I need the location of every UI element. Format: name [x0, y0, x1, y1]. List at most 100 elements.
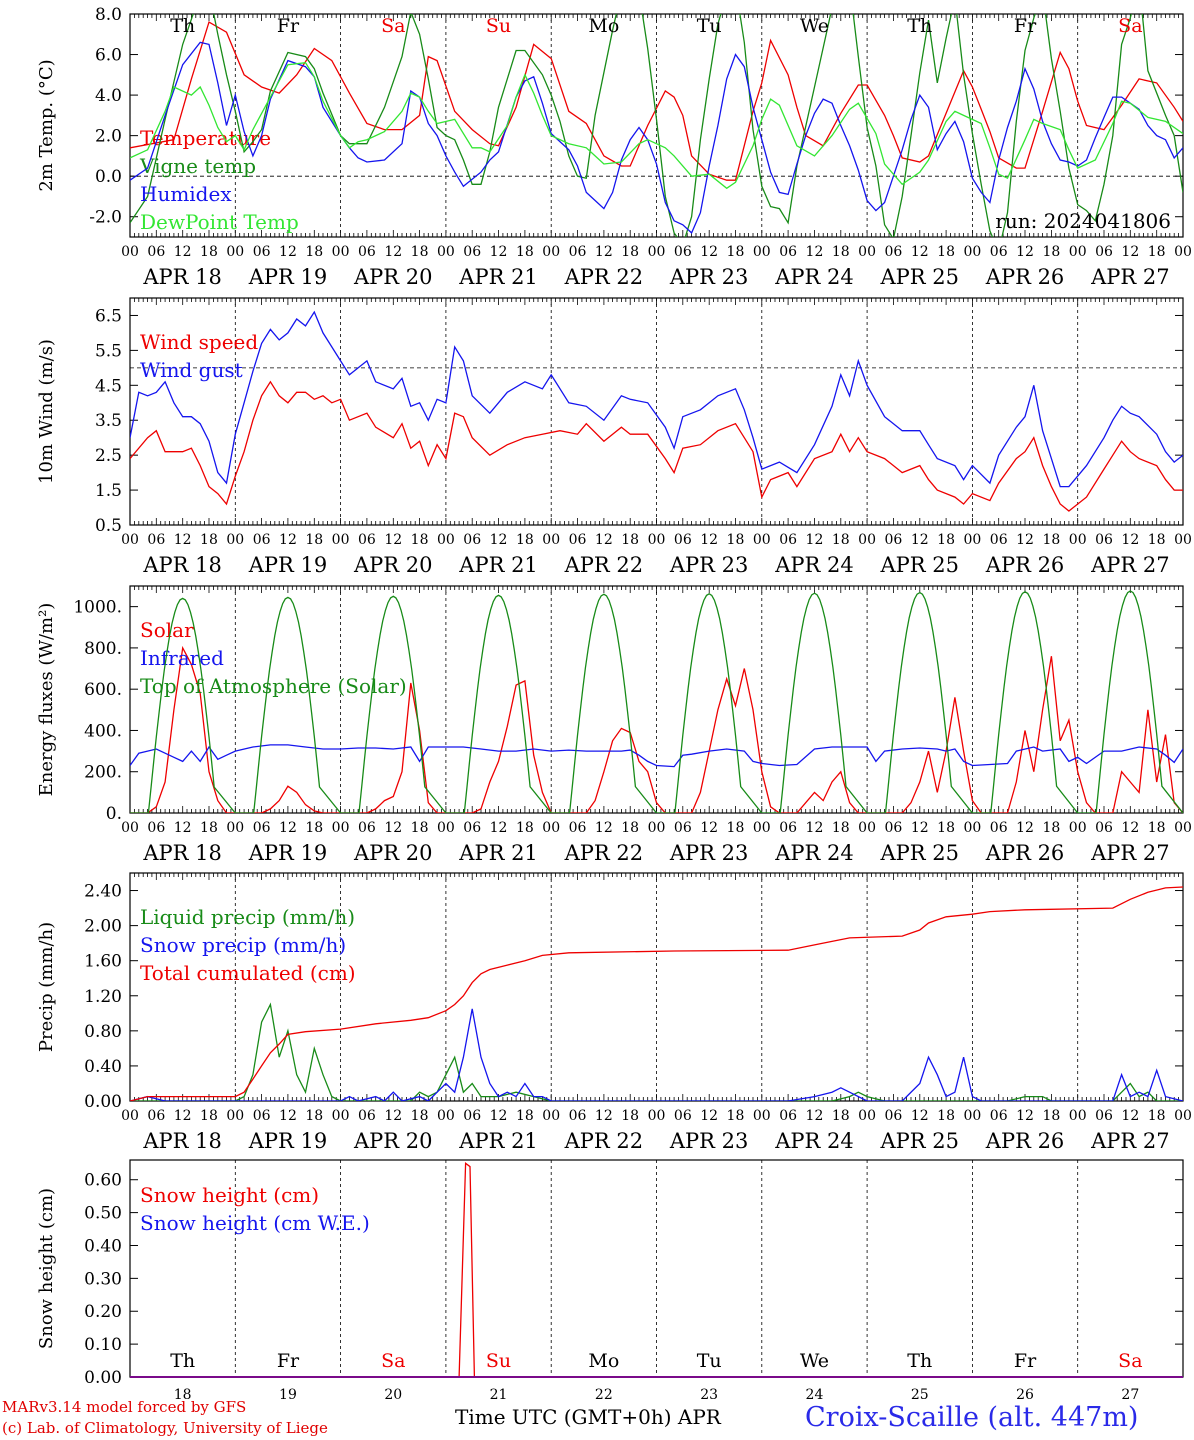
- y-tick-label: 2.40: [84, 882, 122, 902]
- day-name: Mo: [588, 15, 619, 37]
- day-number-label: 27: [1121, 1387, 1139, 1403]
- hour-label: 18: [1148, 1108, 1166, 1124]
- hour-label: 12: [911, 820, 929, 836]
- date-label: APR 18: [142, 265, 222, 289]
- day-name: Su: [486, 15, 511, 37]
- hour-label: 00: [963, 244, 981, 260]
- hour-label: 12: [490, 1108, 508, 1124]
- hour-label: 06: [569, 532, 587, 548]
- hour-label: 18: [200, 244, 218, 260]
- chart-panel-1: -2.0 0.0 2.0 4.0 6.0 8.0 2m Temp. (°C) Temperat…: [36, 5, 1192, 289]
- hour-label: 18: [1148, 244, 1166, 260]
- date-label: APR 19: [248, 1129, 328, 1153]
- hour-label: 00: [1069, 244, 1087, 260]
- hour-label: 00: [858, 244, 876, 260]
- legend-entry: Snow height (cm W.E.): [140, 1211, 370, 1235]
- date-label: APR 26: [985, 1129, 1065, 1153]
- hour-label: 06: [358, 532, 376, 548]
- y-tick-label: 2.00: [84, 917, 122, 937]
- y-axis-title: 10m Wind (m/s): [36, 339, 57, 484]
- hour-label: 06: [990, 820, 1008, 836]
- y-tick-label: 0.50: [84, 1204, 122, 1224]
- series-line-vigne-temp: [130, 14, 1183, 237]
- hour-label: 06: [569, 820, 587, 836]
- legend-entry: Wind speed: [140, 330, 258, 354]
- hour-label: 00: [648, 1108, 666, 1124]
- lab-credit: (c) Lab. of Climatology, University of L…: [2, 1419, 328, 1437]
- hour-label: 12: [384, 1108, 402, 1124]
- y-tick-label: 2.0: [95, 127, 122, 147]
- date-label: APR 22: [564, 265, 644, 289]
- legend-entry: Wind gust: [140, 358, 243, 382]
- y-axis-title: Snow height (cm): [36, 1188, 57, 1349]
- hour-label: 12: [700, 244, 718, 260]
- hour-label: 18: [411, 820, 429, 836]
- hour-label: 00: [1174, 244, 1192, 260]
- hour-label: 00: [121, 532, 139, 548]
- hour-label: 12: [595, 820, 613, 836]
- legend-entry: Total cumulated (cm): [140, 961, 356, 985]
- model-credit: MARv3.14 model forced by GFS: [2, 1398, 247, 1416]
- hour-label: 18: [200, 820, 218, 836]
- date-label: APR 27: [1090, 553, 1170, 577]
- hour-label: 18: [937, 244, 955, 260]
- date-label: APR 25: [879, 1129, 959, 1153]
- hour-label: 12: [1016, 820, 1034, 836]
- hour-label: 06: [358, 820, 376, 836]
- date-label: APR 21: [458, 841, 538, 865]
- day-name: Fr: [1014, 15, 1037, 37]
- date-label: APR 19: [248, 841, 328, 865]
- hour-label: 12: [384, 820, 402, 836]
- date-label: APR 23: [669, 1129, 749, 1153]
- hour-label: 18: [516, 1108, 534, 1124]
- date-label: APR 23: [669, 265, 749, 289]
- hour-label: 00: [648, 532, 666, 548]
- hour-label: 12: [1121, 820, 1139, 836]
- date-label: APR 21: [458, 1129, 538, 1153]
- chart-panel-5: 0.00 0.10 0.20 0.30 0.40 0.50 0.60 Snow height …: [36, 1159, 1184, 1403]
- hour-label: 06: [885, 244, 903, 260]
- hour-label: 00: [648, 820, 666, 836]
- date-label: APR 26: [985, 841, 1065, 865]
- hour-label: 00: [226, 532, 244, 548]
- day-name: We: [800, 1350, 829, 1372]
- hour-ticks: [129, 14, 1184, 237]
- y-tick-label: 0.00: [84, 1368, 122, 1388]
- hour-label: 12: [1016, 244, 1034, 260]
- day-name: Fr: [277, 1350, 300, 1372]
- hour-label: 00: [858, 532, 876, 548]
- hour-label: 12: [174, 532, 192, 548]
- hour-label: 06: [1095, 244, 1113, 260]
- hour-label: 18: [516, 532, 534, 548]
- hour-label: 12: [1016, 1108, 1034, 1124]
- location-label: Croix-Scaille (alt. 447m): [805, 1402, 1139, 1433]
- hour-label: 00: [753, 1108, 771, 1124]
- day-name: Sa: [1118, 15, 1142, 37]
- hour-label: 06: [463, 244, 481, 260]
- hour-label: 18: [621, 1108, 639, 1124]
- hour-ticks: [129, 586, 1184, 813]
- hour-label: 00: [226, 244, 244, 260]
- hour-label: 06: [885, 1108, 903, 1124]
- day-name: Fr: [277, 15, 300, 37]
- legend-entry: Snow precip (mm/h): [140, 933, 346, 957]
- series-line-total-cumulated-cm-: [130, 886, 1183, 1101]
- legend-entry: Solar: [140, 618, 194, 642]
- hour-label: 18: [621, 820, 639, 836]
- hour-label: 12: [490, 244, 508, 260]
- legend-entry: Humidex: [140, 182, 232, 206]
- hour-label: 12: [1121, 244, 1139, 260]
- hour-label: 00: [332, 1108, 350, 1124]
- hour-label: 00: [121, 1108, 139, 1124]
- hour-label: 12: [174, 244, 192, 260]
- hour-label: 18: [727, 244, 745, 260]
- date-label: APR 20: [353, 553, 433, 577]
- y-tick-label: 0.60: [84, 1171, 122, 1191]
- day-number-label: 20: [384, 1387, 402, 1403]
- hour-label: 18: [832, 820, 850, 836]
- series-line-top-of-atmosphere-solar-: [130, 590, 1183, 813]
- y-tick-label: 2.5: [95, 446, 122, 466]
- series-line-temperature: [130, 21, 1183, 181]
- day-name: Sa: [381, 1350, 405, 1372]
- hour-label: 18: [411, 1108, 429, 1124]
